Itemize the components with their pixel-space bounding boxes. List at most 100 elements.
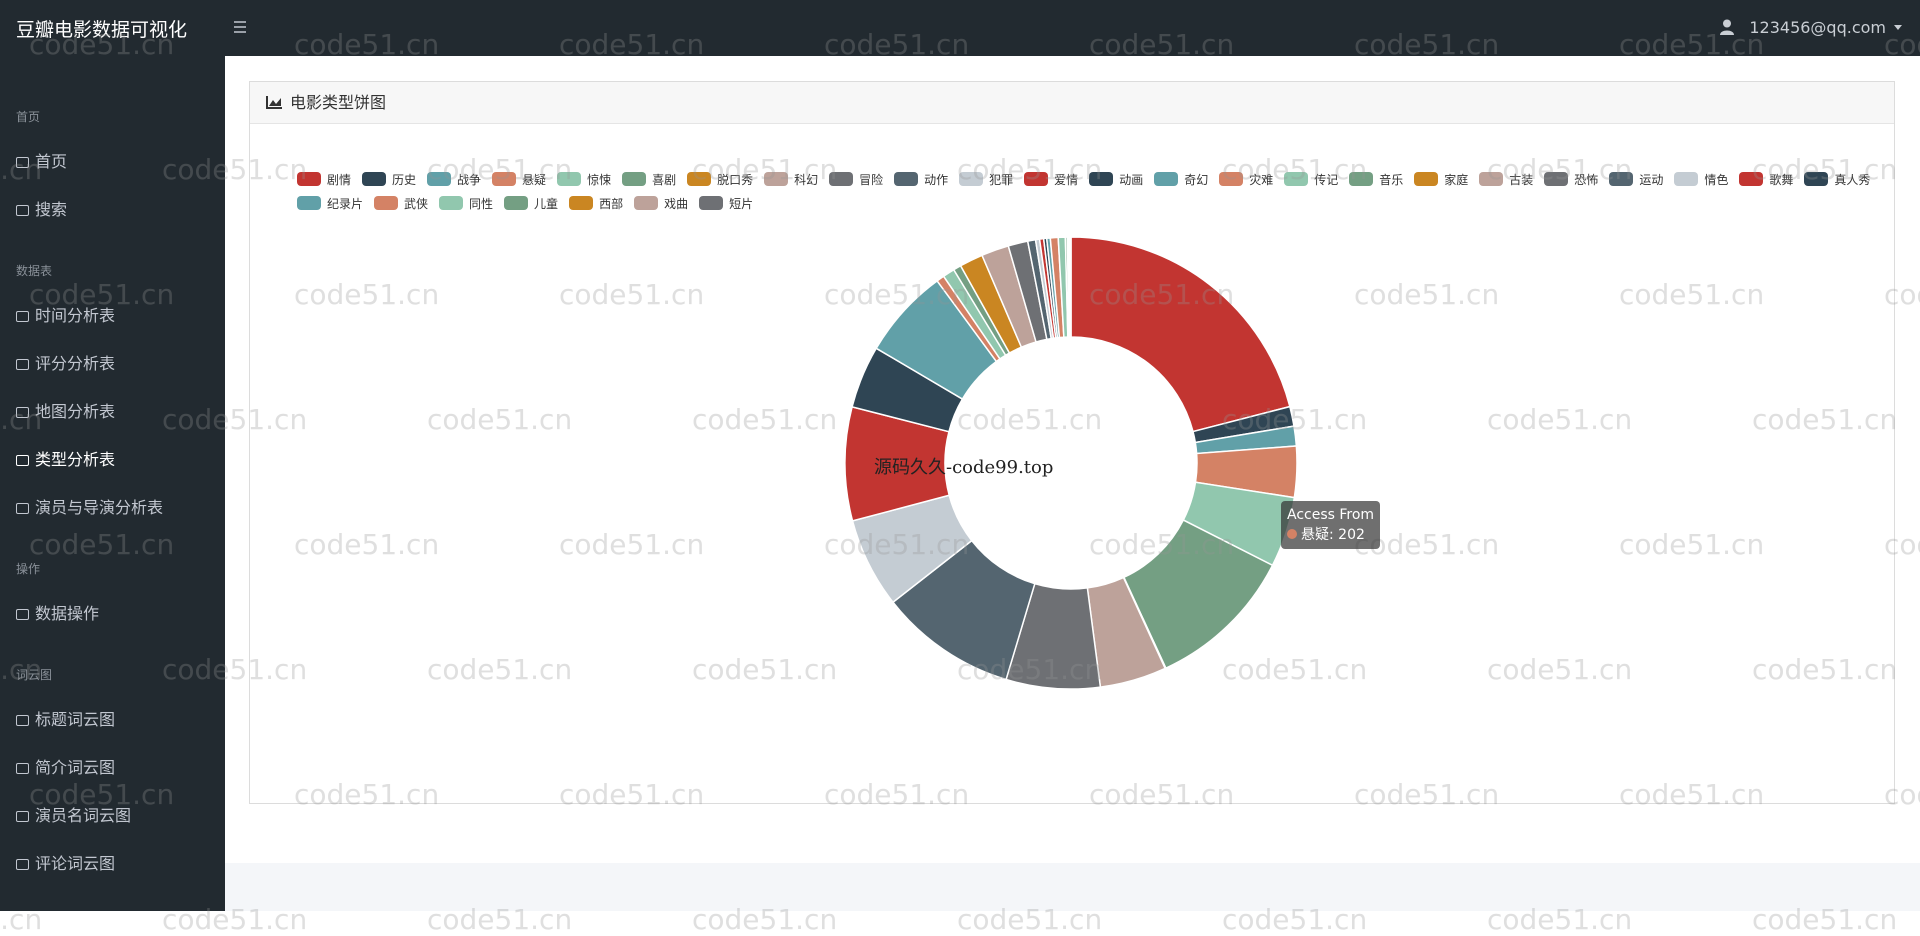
legend-item[interactable]: 爱情 [1024,172,1079,187]
legend-item[interactable]: 脱口秀 [687,172,754,187]
sidebar-item[interactable]: 类型分析表 [0,436,225,484]
item-icon [16,204,29,216]
legend-item[interactable]: 情色 [1674,172,1728,187]
legend-item[interactable]: 科幻 [764,172,818,187]
sidebar-item[interactable]: 搜索 [0,186,225,234]
legend-swatch [1674,172,1699,186]
legend-item[interactable]: 武侠 [374,196,428,211]
item-label: 首页 [35,152,68,171]
sidebar: 首页 首页 搜索 数据表 时间分析表 评分分析表 地图分析表 类型分析表 演员与导演分析表 操作数… [0,56,225,911]
legend-label: 冒险 [859,172,884,187]
legend-swatch [687,172,712,186]
main-area [225,56,1920,863]
center-watermark: 源码久久-code99.top [874,457,1054,478]
legend-swatch [1024,172,1049,186]
legend-item[interactable]: 战争 [427,172,482,187]
menu-toggle[interactable] [234,21,246,33]
legend-swatch [1349,172,1374,186]
sidebar-item[interactable]: 评论词云图 [0,840,225,888]
item-icon [16,608,29,620]
app-title[interactable]: 豆瓣电影数据可视化 [16,19,188,41]
legend-label: 历史 [392,172,417,187]
legend-item[interactable]: 传记 [1284,172,1338,187]
sidebar-item[interactable]: 评分分析表 [0,340,225,388]
item-label: 演员与导演分析表 [35,498,164,517]
legend-swatch [1479,172,1504,186]
legend-label: 犯罪 [989,172,1014,187]
header: 豆瓣电影数据可视化 123456@qq.com [0,0,1920,56]
tooltip-separator: : [1329,527,1334,543]
legend-swatch [569,196,594,210]
legend-label: 西部 [599,196,624,211]
legend-item[interactable]: 动作 [894,172,949,187]
legend-swatch [1089,172,1114,186]
legend-item[interactable]: 动画 [1089,172,1143,187]
legend-item[interactable]: 西部 [569,196,624,211]
legend-item[interactable]: 音乐 [1349,172,1403,187]
legend-item[interactable]: 歌舞 [1739,172,1793,187]
legend-label: 短片 [729,196,754,211]
legend-swatch [1804,172,1829,186]
legend-item[interactable]: 古装 [1479,172,1533,187]
legend-item[interactable]: 纪录片 [297,196,364,211]
legend-swatch [829,172,854,186]
item-label: 标题词云图 [35,710,116,729]
legend-item[interactable]: 同性 [439,196,493,211]
legend-label: 恐怖 [1574,172,1599,187]
legend-label: 爱情 [1054,172,1079,187]
legend-item[interactable]: 灾难 [1219,172,1273,187]
legend-item[interactable]: 犯罪 [959,172,1014,187]
item-label: 地图分析表 [35,402,116,421]
sidebar-item[interactable]: 时间分析表 [0,292,225,340]
legend-item[interactable]: 儿童 [504,196,559,211]
footer [225,863,1920,911]
tooltip: Access From 悬疑: 202 [1281,501,1381,549]
legend-item[interactable]: 恐怖 [1544,172,1599,187]
legend-label: 儿童 [534,196,559,211]
legend-swatch [764,172,789,186]
legend-item[interactable]: 冒险 [829,172,884,187]
item-label: 搜索 [35,200,68,219]
legend-label: 奇幻 [1184,172,1209,187]
legend-item[interactable]: 真人秀 [1804,172,1870,187]
sidebar-section: 词云图 [16,668,53,682]
legend-swatch [427,172,452,186]
sidebar-item[interactable]: 演员名词云图 [0,792,225,840]
sidebar-item[interactable]: 标题词云图 [0,696,225,744]
user-menu[interactable]: 123456@qq.com [1749,18,1886,37]
sidebar-item[interactable]: 首页 [0,138,225,186]
sidebar-item[interactable]: 演员与导演分析表 [0,484,225,532]
legend-item[interactable]: 惊悚 [557,172,612,187]
sidebar-item[interactable]: 简介词云图 [0,744,225,792]
card-title: 电影类型饼图 [290,93,387,112]
item-icon [16,156,29,168]
legend-swatch [1544,172,1569,186]
legend-label: 运动 [1639,172,1664,187]
legend-item[interactable]: 喜剧 [622,172,676,187]
legend-item[interactable]: 奇幻 [1154,172,1209,187]
sidebar-section: 首页 [16,110,41,124]
legend-item[interactable]: 剧情 [297,172,351,187]
legend-item[interactable]: 短片 [699,196,754,211]
sidebar-item[interactable]: 地图分析表 [0,388,225,436]
legend-item[interactable]: 家庭 [1414,172,1469,187]
legend-label: 战争 [457,172,482,187]
legend-item[interactable]: 历史 [362,172,417,187]
legend-label: 惊悚 [587,172,612,187]
legend-label: 脱口秀 [717,172,754,187]
legend-item[interactable]: 运动 [1609,172,1664,187]
legend-label: 动作 [924,172,949,187]
sidebar-section: 操作 [16,562,41,576]
legend-item[interactable]: 悬疑 [492,172,546,187]
legend-label: 纪录片 [327,196,364,211]
sidebar-item[interactable]: 数据操作 [0,590,225,638]
legend-swatch [634,196,659,210]
legend-swatch [297,172,321,186]
item-label: 类型分析表 [35,450,116,469]
tooltip-dot [1287,529,1297,539]
card: 电影类型饼图 [249,81,1895,804]
legend-item[interactable]: 戏曲 [634,196,689,211]
item-icon [16,310,29,322]
legend-label: 家庭 [1444,172,1469,187]
legend-label: 戏曲 [664,196,689,211]
